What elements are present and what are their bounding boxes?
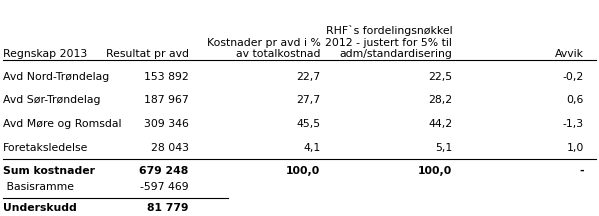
Text: Underskudd: Underskudd — [3, 203, 77, 213]
Text: 100,0: 100,0 — [286, 166, 320, 176]
Text: Kostnader pr avd i %
av totalkostnad: Kostnader pr avd i % av totalkostnad — [207, 38, 320, 59]
Text: 22,7: 22,7 — [297, 72, 320, 82]
Text: 100,0: 100,0 — [418, 166, 452, 176]
Text: 0,6: 0,6 — [567, 95, 584, 105]
Text: Avd Sør-Trøndelag: Avd Sør-Trøndelag — [3, 95, 101, 105]
Text: 187 967: 187 967 — [144, 95, 189, 105]
Text: 153 892: 153 892 — [144, 72, 189, 82]
Text: 27,7: 27,7 — [297, 95, 320, 105]
Text: 1,0: 1,0 — [567, 143, 584, 153]
Text: 28 043: 28 043 — [151, 143, 189, 153]
Text: 679 248: 679 248 — [140, 166, 189, 176]
Text: 22,5: 22,5 — [428, 72, 452, 82]
Text: Avd Møre og Romsdal: Avd Møre og Romsdal — [3, 119, 122, 129]
Text: 4,1: 4,1 — [303, 143, 320, 153]
Text: Resultat pr avd: Resultat pr avd — [105, 49, 189, 59]
Text: 309 346: 309 346 — [144, 119, 189, 129]
Text: -597 469: -597 469 — [140, 182, 189, 192]
Text: 44,2: 44,2 — [428, 119, 452, 129]
Text: Sum kostnader: Sum kostnader — [3, 166, 95, 176]
Text: -1,3: -1,3 — [563, 119, 584, 129]
Text: Avd Nord-Trøndelag: Avd Nord-Trøndelag — [3, 72, 109, 82]
Text: Avvik: Avvik — [555, 49, 584, 59]
Text: 45,5: 45,5 — [297, 119, 320, 129]
Text: Basisramme: Basisramme — [3, 182, 74, 192]
Text: RHF`s fordelingsnøkkel
2012 - justert for 5% til
adm/standardisering: RHF`s fordelingsnøkkel 2012 - justert fo… — [325, 25, 452, 59]
Text: Foretaksledelse: Foretaksledelse — [3, 143, 89, 153]
Text: 5,1: 5,1 — [435, 143, 452, 153]
Text: 81 779: 81 779 — [147, 203, 189, 213]
Text: 28,2: 28,2 — [428, 95, 452, 105]
Text: -: - — [579, 166, 584, 176]
Text: Regnskap 2013: Regnskap 2013 — [3, 49, 87, 59]
Text: -0,2: -0,2 — [563, 72, 584, 82]
